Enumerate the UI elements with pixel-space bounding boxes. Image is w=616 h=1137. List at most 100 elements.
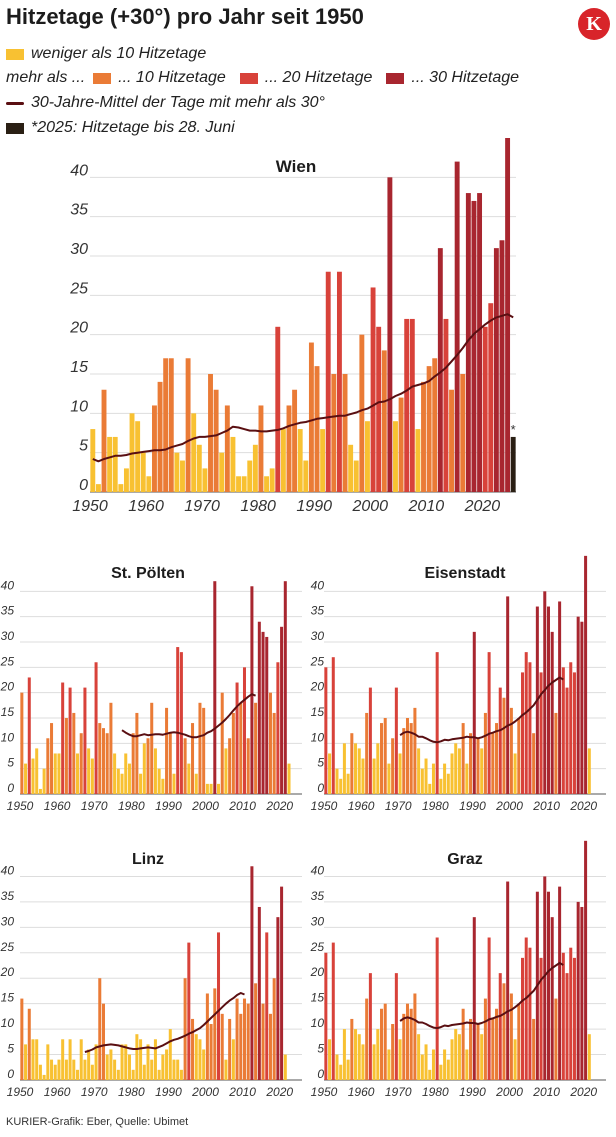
bar-1973	[409, 723, 413, 794]
bar-1974	[224, 405, 230, 492]
legend-label-avg: 30-Jahre-Mittel der Tage mit mehr als 30…	[31, 94, 325, 111]
bar-2015	[565, 973, 569, 1080]
bar-2010	[242, 998, 246, 1080]
bar-1975	[230, 436, 236, 492]
bar-1965	[174, 452, 180, 492]
bar-2001	[209, 783, 213, 794]
bar-2011	[550, 917, 554, 1080]
bar-2012	[554, 712, 558, 794]
y-tick-label: 40	[1, 578, 15, 592]
bar-2009	[239, 702, 243, 794]
bar-1982	[139, 1039, 143, 1080]
bar-1995	[342, 374, 348, 492]
bar-1977	[424, 1044, 428, 1080]
bar-1958	[135, 421, 141, 492]
bar-2005	[224, 748, 228, 794]
bar-1969	[90, 1064, 94, 1080]
bar-2002	[517, 1003, 521, 1080]
y-tick-label: 35	[1, 889, 15, 903]
avg-line	[399, 962, 564, 1030]
bar-1979	[127, 1054, 131, 1080]
bar-1965	[380, 1008, 384, 1080]
y-tick-label: 35	[1, 604, 15, 618]
bar-1963	[163, 358, 169, 492]
bar-2001	[513, 753, 517, 794]
bar-1978	[428, 1069, 432, 1080]
bar-1970	[202, 468, 208, 492]
bar-1978	[428, 783, 432, 794]
bar-2007	[231, 712, 235, 794]
bar-1982	[443, 1049, 447, 1080]
bar-1959	[357, 748, 361, 794]
y-tick-label: 30	[1, 629, 15, 643]
bar-1965	[76, 1069, 80, 1080]
bar-1996	[348, 444, 354, 492]
bar-1957	[350, 1018, 354, 1080]
bar-1985	[150, 702, 154, 794]
kurier-logo: K	[578, 8, 610, 40]
bar-2010	[546, 891, 550, 1080]
bar-1968	[191, 413, 197, 492]
bar-2021	[283, 581, 287, 794]
legend-swatch-more10	[93, 72, 112, 84]
bar-2019	[580, 621, 584, 794]
bar-1963	[68, 1039, 72, 1080]
y-tick-label: 10	[1, 1016, 15, 1030]
y-tick-label: 5	[79, 438, 88, 455]
bar-1988	[303, 460, 309, 492]
legend-row-avg: 30-Jahre-Mittel der Tage mit mehr als 30…	[6, 92, 325, 114]
legend-row-less10: weniger als 10 Hitzetage	[6, 43, 206, 65]
bar-1967	[387, 1049, 391, 1080]
bar-2016	[569, 947, 573, 1080]
bar-2003	[217, 932, 221, 1080]
bar-2003	[387, 177, 393, 493]
y-tick-label: 25	[69, 280, 88, 297]
bar-1969	[394, 973, 398, 1080]
bar-1992	[176, 1059, 180, 1080]
bar-1986	[457, 748, 461, 794]
bar-1975	[417, 1034, 421, 1080]
legend-row-partial: *2025: Hitzetage bis 28. Juni	[6, 117, 235, 139]
bar-1971	[98, 978, 102, 1080]
bar-2021	[488, 303, 494, 492]
bar-2009	[421, 381, 426, 492]
bar-1989	[165, 707, 169, 794]
bar-2003	[521, 957, 525, 1080]
bar-1963	[372, 1044, 376, 1080]
bar-1958	[50, 723, 54, 794]
legend-label-more20: ... 20 Hitzetage	[264, 69, 373, 86]
x-tick-label: 2010	[228, 1085, 256, 1099]
bar-1964	[376, 1029, 380, 1080]
x-tick-label: 1980	[422, 1085, 449, 1099]
bar-1956	[42, 1074, 46, 1080]
bar-1988	[465, 1049, 469, 1080]
bar-2015	[261, 1003, 265, 1080]
y-tick-label: 0	[79, 477, 88, 494]
bar-1958	[354, 743, 358, 794]
bar-1951	[95, 484, 101, 492]
bar-1989	[308, 342, 314, 492]
legend-row-more: mehr als ... ... 10 Hitzetage ... 20 Hit…	[6, 67, 533, 89]
x-tick-label: 1980	[118, 799, 145, 813]
bar-1968	[87, 748, 91, 794]
bar-1970	[94, 1044, 98, 1080]
bar-1977	[120, 1044, 124, 1080]
bar-1993	[483, 712, 487, 794]
bar-1999	[506, 596, 510, 794]
chart-title: Wien	[276, 157, 316, 176]
bar-1951	[328, 753, 332, 794]
chart-title: Eisenstadt	[425, 565, 507, 582]
y-tick-label: 0	[7, 781, 14, 795]
bar-1992	[325, 271, 331, 492]
bar-1991	[172, 1059, 176, 1080]
y-tick-label: 25	[0, 940, 14, 954]
bar-1980	[258, 405, 264, 492]
bar-1994	[487, 652, 491, 794]
partial-marker: *	[511, 422, 516, 437]
bar-1950	[324, 952, 328, 1080]
bar-1974	[109, 702, 113, 794]
bar-1992	[480, 1034, 484, 1080]
bar-2000	[509, 993, 513, 1080]
x-tick-label: 1970	[385, 799, 412, 813]
x-tick-label: 1960	[44, 799, 71, 813]
